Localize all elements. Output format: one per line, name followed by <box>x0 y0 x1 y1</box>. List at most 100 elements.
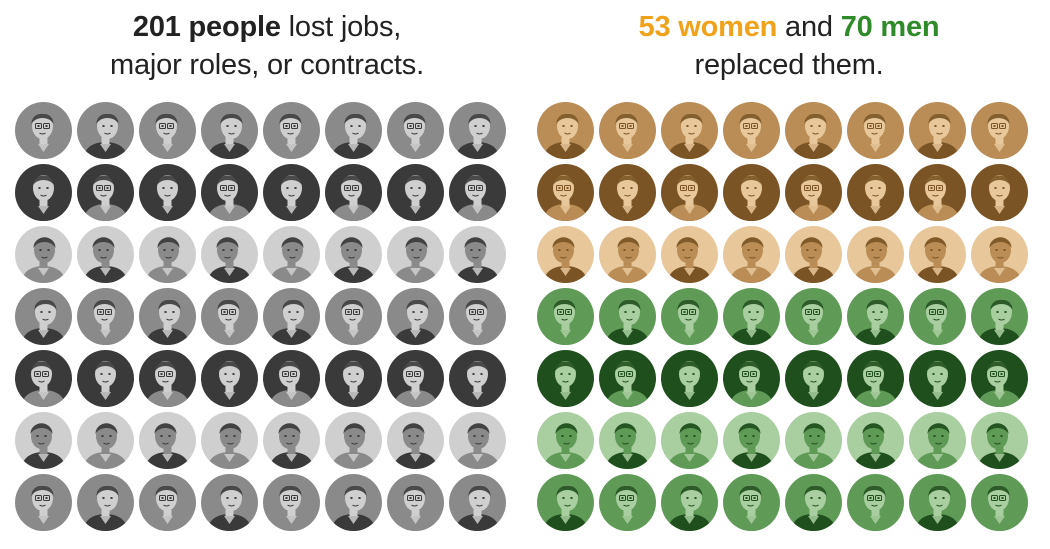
portrait-photo <box>909 412 966 469</box>
portrait-photo <box>909 350 966 407</box>
portrait-photo <box>599 350 656 407</box>
portrait-photo <box>77 226 134 283</box>
portrait-photo <box>537 350 594 407</box>
portrait-photo <box>785 102 842 159</box>
portrait-photo <box>971 288 1028 345</box>
men-count-label: 70 men <box>840 11 940 43</box>
portrait-photo <box>785 350 842 407</box>
portrait-photo <box>15 288 72 345</box>
portrait-photo <box>139 288 196 345</box>
portrait-photo <box>201 226 258 283</box>
portrait-photo <box>15 164 72 221</box>
portrait-photo <box>847 412 904 469</box>
portrait-photo <box>449 350 506 407</box>
portrait-photo <box>537 288 594 345</box>
portrait-photo <box>201 350 258 407</box>
portrait-photo <box>263 288 320 345</box>
portrait-photo <box>785 226 842 283</box>
portrait-photo <box>77 474 134 531</box>
portrait-photo <box>15 474 72 531</box>
portrait-photo <box>599 226 656 283</box>
portrait-photo <box>77 102 134 159</box>
portrait-photo <box>325 350 382 407</box>
portrait-photo <box>599 412 656 469</box>
portrait-photo <box>909 102 966 159</box>
portrait-photo <box>139 102 196 159</box>
portrait-photo <box>661 412 718 469</box>
portrait-photo <box>449 412 506 469</box>
portrait-photo <box>139 474 196 531</box>
portrait-photo <box>139 164 196 221</box>
portrait-photo <box>201 102 258 159</box>
portrait-photo <box>785 164 842 221</box>
portrait-photo <box>15 350 72 407</box>
portrait-photo <box>387 412 444 469</box>
portrait-photo <box>263 102 320 159</box>
portrait-photo <box>723 164 780 221</box>
portrait-photo <box>661 350 718 407</box>
portrait-photo <box>661 164 718 221</box>
portrait-photo <box>449 164 506 221</box>
portrait-photo <box>325 164 382 221</box>
portrait-photo <box>263 474 320 531</box>
portrait-photo <box>201 164 258 221</box>
portrait-photo <box>847 164 904 221</box>
portrait-photo <box>847 288 904 345</box>
portrait-photo <box>139 226 196 283</box>
portrait-photo <box>537 164 594 221</box>
replacements-headline-line1: 53 women and 70 men <box>537 8 1041 46</box>
fired-headline-line1: 201 people lost jobs, <box>15 8 519 46</box>
portrait-photo <box>325 474 382 531</box>
portrait-photo <box>15 226 72 283</box>
portrait-photo <box>15 412 72 469</box>
portrait-photo <box>263 226 320 283</box>
portrait-photo <box>387 226 444 283</box>
portrait-photo <box>971 102 1028 159</box>
fired-headline-rest: lost jobs, <box>280 11 402 43</box>
portrait-photo <box>263 164 320 221</box>
fired-headline-line2: major roles, or contracts. <box>110 49 424 81</box>
fired-count-label: 201 people <box>132 11 281 43</box>
portrait-photo <box>387 288 444 345</box>
portrait-photo <box>325 288 382 345</box>
replacements-headline: 53 women and 70 men replaced them. <box>537 8 1041 84</box>
women-count-label: 53 women <box>638 11 778 43</box>
and-connector: and <box>777 11 841 43</box>
portrait-photo <box>661 102 718 159</box>
portrait-photo <box>77 288 134 345</box>
portrait-photo <box>77 164 134 221</box>
portrait-photo <box>847 102 904 159</box>
portrait-photo <box>661 226 718 283</box>
portrait-photo <box>537 226 594 283</box>
portrait-photo <box>785 288 842 345</box>
portrait-photo <box>723 412 780 469</box>
portrait-photo <box>139 350 196 407</box>
portrait-photo <box>77 350 134 407</box>
portrait-photo <box>201 474 258 531</box>
portrait-photo <box>599 288 656 345</box>
replacements-headline-line2: replaced them. <box>694 49 884 81</box>
portrait-photo <box>77 412 134 469</box>
portrait-photo <box>387 350 444 407</box>
fired-headline: 201 people lost jobs, major roles, or co… <box>15 8 519 84</box>
fired-portrait-grid <box>15 102 519 531</box>
portrait-photo <box>599 474 656 531</box>
portrait-photo <box>909 226 966 283</box>
portrait-photo <box>387 474 444 531</box>
portrait-photo <box>537 474 594 531</box>
portrait-photo <box>909 164 966 221</box>
portrait-photo <box>325 102 382 159</box>
portrait-photo <box>909 474 966 531</box>
portrait-photo <box>785 412 842 469</box>
portrait-photo <box>847 474 904 531</box>
portrait-photo <box>723 102 780 159</box>
portrait-photo <box>387 102 444 159</box>
portrait-photo <box>599 102 656 159</box>
portrait-photo <box>201 288 258 345</box>
portrait-photo <box>661 288 718 345</box>
portrait-photo <box>387 164 444 221</box>
portrait-photo <box>847 226 904 283</box>
portrait-photo <box>201 412 258 469</box>
portrait-photo <box>847 350 904 407</box>
portrait-photo <box>263 412 320 469</box>
